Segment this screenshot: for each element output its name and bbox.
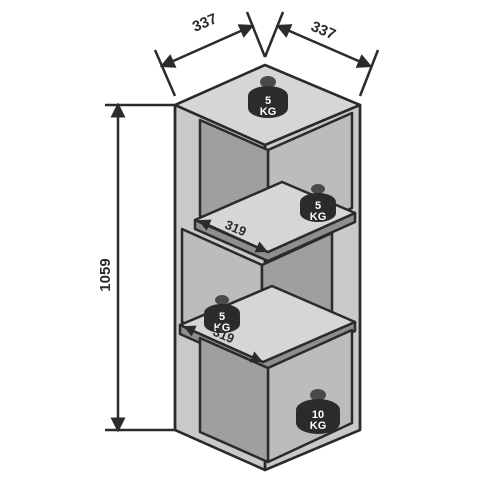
weight-unit: KG [310,211,327,223]
weight-unit: KG [310,420,327,432]
dim-height: 1059 [97,258,114,291]
dim-width-right: 337 [308,18,338,43]
dim-width-left: 337 [190,10,220,35]
weight-unit: KG [260,106,277,118]
shelf-dimension-diagram: 5 KG 5 KG 5 KG 10 KG 1059 337 [0,0,500,500]
